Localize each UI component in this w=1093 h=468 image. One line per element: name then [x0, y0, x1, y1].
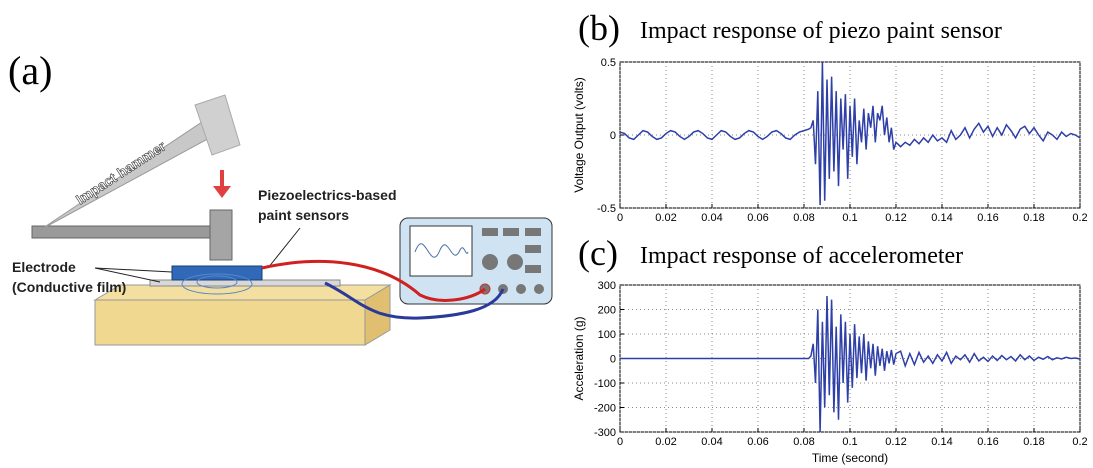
x-tick-label: 0 — [617, 212, 623, 224]
rod — [209, 209, 233, 261]
button — [503, 228, 519, 236]
port — [534, 284, 544, 294]
y-tick-label: -0.5 — [597, 203, 616, 215]
x-tick-label: 0.06 — [747, 212, 768, 224]
y-tick-label: -200 — [594, 403, 616, 415]
electrode-label: (Conductive film) — [12, 279, 126, 295]
diagram: (a) Impact hammer Piezoelectrics-based p… — [8, 48, 553, 346]
x-tick-label: 0.04 — [701, 436, 722, 448]
sensor — [171, 265, 263, 281]
x-tick-label: 0.2 — [1072, 436, 1087, 448]
x-tick-label: 0.18 — [1023, 212, 1044, 224]
y-tick-label: 0.5 — [601, 57, 616, 69]
x-axis-label: Time (second) — [812, 451, 888, 465]
pointer — [94, 267, 161, 283]
y-axis-label: Voltage Output (volts) — [572, 77, 586, 192]
wire-red — [261, 260, 486, 302]
block — [94, 299, 366, 346]
port — [516, 284, 526, 294]
electrode-label: Electrode — [12, 259, 76, 275]
panel-label: (b) — [578, 8, 620, 48]
hammer-head — [194, 94, 241, 156]
arrow-head — [213, 186, 231, 198]
button — [525, 265, 541, 273]
pointer — [267, 227, 301, 269]
sensor-label: Piezoelectrics-based — [258, 187, 397, 203]
pointer — [94, 267, 173, 273]
x-tick-label: 0.12 — [885, 212, 906, 224]
x-tick-label: 0.14 — [931, 212, 952, 224]
x-tick-label: 0.02 — [655, 212, 676, 224]
y-tick-label: 0 — [610, 354, 616, 366]
panel-label: (c) — [578, 233, 618, 273]
stand — [31, 225, 233, 239]
x-tick-label: 0.06 — [747, 436, 768, 448]
x-tick-label: 0.16 — [977, 436, 998, 448]
wire-blue — [324, 281, 505, 320]
screen-wave — [414, 243, 469, 258]
block-top — [93, 284, 392, 301]
x-tick-label: 0.1 — [842, 212, 857, 224]
x-tick-label: 0.12 — [885, 436, 906, 448]
button — [525, 245, 541, 253]
y-tick-label: -300 — [594, 427, 616, 439]
wave — [196, 275, 238, 289]
x-tick-label: 0.14 — [931, 436, 952, 448]
screen — [409, 225, 473, 277]
x-tick-label: 0.16 — [977, 212, 998, 224]
x-tick-label: 0 — [617, 436, 623, 448]
hammer-label: Impact hammer — [73, 137, 169, 207]
x-tick-label: 0.04 — [701, 212, 722, 224]
knob — [482, 254, 498, 270]
knob — [507, 254, 523, 270]
x-tick-label: 0.1 — [842, 436, 857, 448]
y-tick-label: 200 — [598, 305, 616, 317]
chart-title: Impact response of piezo paint sensor — [640, 18, 1002, 44]
electrode-film — [149, 279, 341, 287]
series-line — [620, 296, 1081, 433]
x-tick-label: 0.02 — [655, 436, 676, 448]
sensor-label: paint sensors — [258, 207, 349, 223]
panel-label: (a) — [8, 48, 52, 93]
wave — [181, 273, 253, 295]
y-tick-label: 300 — [598, 280, 616, 292]
y-tick-label: -100 — [594, 378, 616, 390]
x-tick-label: 0.08 — [793, 212, 814, 224]
x-tick-label: 0.2 — [1072, 212, 1087, 224]
y-tick-label: 0 — [610, 130, 616, 142]
y-axis-label: Acceleration (g) — [572, 316, 586, 400]
block-side — [364, 284, 391, 346]
button — [525, 228, 541, 236]
y-tick-label: 100 — [598, 329, 616, 341]
series-line — [619, 61, 1081, 206]
x-tick-label: 0.18 — [1023, 436, 1044, 448]
chart-title: Impact response of accelerometer — [640, 243, 963, 269]
x-tick-label: 0.08 — [793, 436, 814, 448]
button — [482, 228, 498, 236]
